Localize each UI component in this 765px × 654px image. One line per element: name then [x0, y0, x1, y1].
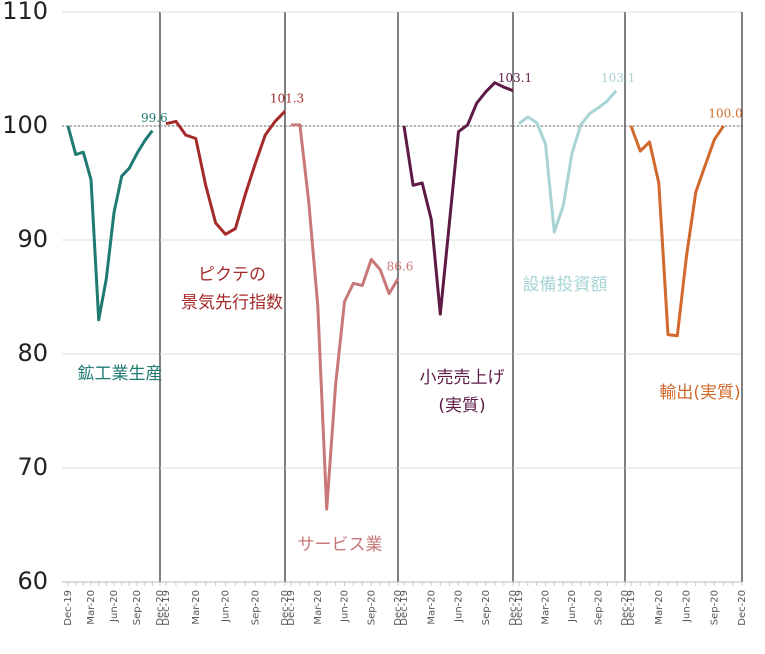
x-tick-label: Sep-20: [709, 590, 720, 625]
data-line: [518, 89, 618, 234]
x-tick-label: Dec-19: [626, 590, 637, 626]
value-label: 101.3: [270, 92, 304, 106]
x-tick-label: Dec-20: [620, 590, 631, 626]
data-line: [402, 81, 514, 316]
series-label: 小売売上げ: [420, 368, 505, 388]
series-label: サービス業: [298, 535, 383, 555]
y-tick-label: 80: [17, 339, 48, 367]
data-line: [165, 110, 287, 236]
data-line: [291, 123, 400, 511]
x-tick-label: Dec-19: [286, 590, 297, 626]
series-label: 輸出(実質): [659, 383, 740, 403]
value-label: 99.6: [141, 111, 168, 125]
value-label: 103.1: [601, 71, 635, 85]
x-tick-label: Dec-20: [280, 590, 291, 626]
y-tick-label: 110: [2, 0, 48, 25]
x-tick-label: Mar-20: [426, 590, 437, 625]
x-tick-label: Dec-19: [63, 590, 74, 626]
x-tick-label: Jun-20: [454, 590, 465, 623]
y-tick-label: 100: [2, 111, 48, 139]
data-line: [629, 125, 725, 338]
x-tick-label: Dec-20: [737, 590, 748, 626]
y-tick-label: 90: [17, 225, 48, 253]
value-label: 100.0: [708, 107, 742, 121]
x-tick-label: Jun-20: [567, 590, 578, 623]
y-tick-label: 60: [17, 567, 48, 595]
series-label: ピクテの: [198, 265, 266, 285]
x-tick-label: Mar-20: [541, 590, 552, 625]
x-tick-label: Dec-19: [399, 590, 410, 626]
x-tick-label: Sep-20: [594, 590, 605, 625]
x-tick-label: Dec-19: [514, 590, 525, 626]
series-label: 設備投資額: [523, 275, 608, 295]
x-tick-label: Jun-20: [109, 590, 120, 623]
data-line: [66, 125, 154, 322]
x-tick-label: Jun-20: [221, 590, 232, 623]
x-tick-label: Sep-20: [132, 590, 143, 625]
x-tick-label: Mar-20: [654, 590, 665, 625]
x-tick-label: Mar-20: [313, 590, 324, 625]
series-label: (実質): [438, 396, 485, 416]
series-label: 景気先行指数: [181, 293, 283, 313]
x-tick-label: Sep-20: [250, 590, 261, 625]
series-label: 鉱工業生産: [78, 364, 163, 384]
x-tick-label: Dec-20: [508, 590, 519, 626]
x-tick-label: Dec-19: [161, 590, 172, 626]
x-tick-label: Jun-20: [340, 590, 351, 623]
x-tick-label: Dec-20: [393, 590, 404, 626]
value-label: 86.6: [387, 259, 414, 273]
x-tick-label: Mar-20: [86, 590, 97, 625]
y-tick-label: 70: [17, 453, 48, 481]
x-tick-label: Sep-20: [481, 590, 492, 625]
x-tick-label: Mar-20: [191, 590, 202, 625]
x-tick-label: Dec-20: [155, 590, 166, 626]
x-tick-label: Jun-20: [682, 590, 693, 623]
value-label: 103.1: [498, 71, 532, 85]
x-tick-label: Sep-20: [366, 590, 377, 625]
